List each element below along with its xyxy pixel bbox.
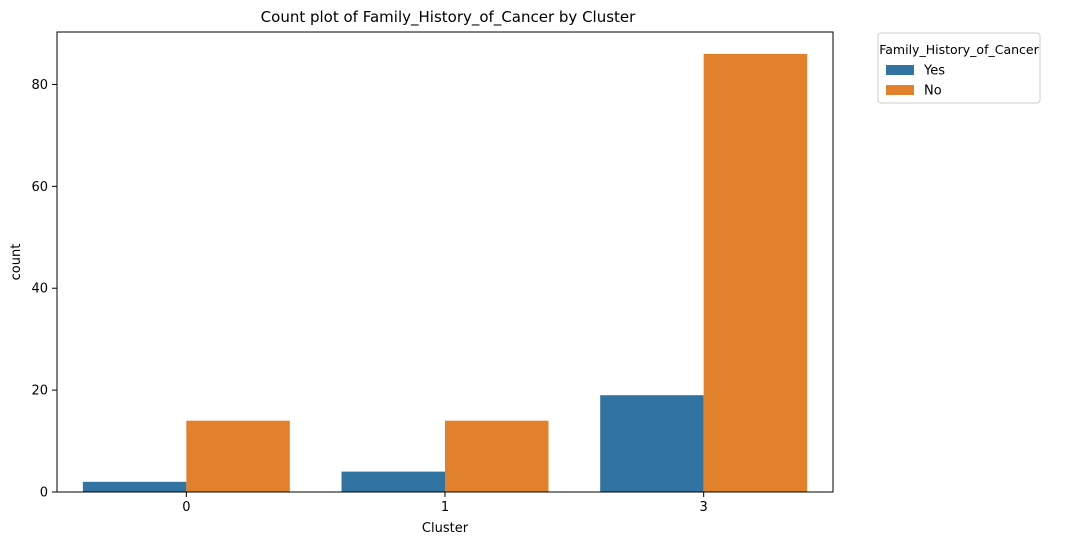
x-tick-label: 1 <box>441 500 449 515</box>
y-tick-label: 40 <box>31 282 48 297</box>
bar-no-cluster-3 <box>703 53 808 493</box>
y-axis-label: count <box>9 244 24 281</box>
bar-yes-cluster-0 <box>82 481 187 492</box>
y-tick-label: 20 <box>31 384 48 399</box>
x-axis: 0 1 3 <box>182 492 708 515</box>
legend-box <box>877 32 1041 104</box>
bar-yes-cluster-3 <box>600 395 704 492</box>
y-tick-label: 80 <box>31 78 48 93</box>
y-axis: 0 20 40 60 80 <box>31 78 57 501</box>
bar-no-cluster-1 <box>445 420 549 492</box>
legend-label-no: No <box>924 84 942 99</box>
bar-no-cluster-0 <box>186 420 290 492</box>
x-tick-label: 3 <box>700 500 708 515</box>
legend-title: Family_History_of_Cancer <box>879 42 1039 57</box>
y-tick-label: 60 <box>31 180 48 195</box>
bar-yes-cluster-1 <box>341 471 445 492</box>
y-tick-label: 0 <box>40 486 48 501</box>
chart-title: Count plot of Family_History_of_Cancer b… <box>261 8 636 27</box>
legend-swatch-yes <box>886 65 914 75</box>
bars-group <box>82 53 808 493</box>
x-axis-label: Cluster <box>422 521 469 536</box>
legend-swatch-no <box>886 85 914 95</box>
legend-label-yes: Yes <box>923 64 945 79</box>
x-tick-label: 0 <box>182 500 190 515</box>
legend-entries: Yes No <box>886 64 945 99</box>
legend: Family_History_of_Cancer Yes No <box>877 32 1041 104</box>
